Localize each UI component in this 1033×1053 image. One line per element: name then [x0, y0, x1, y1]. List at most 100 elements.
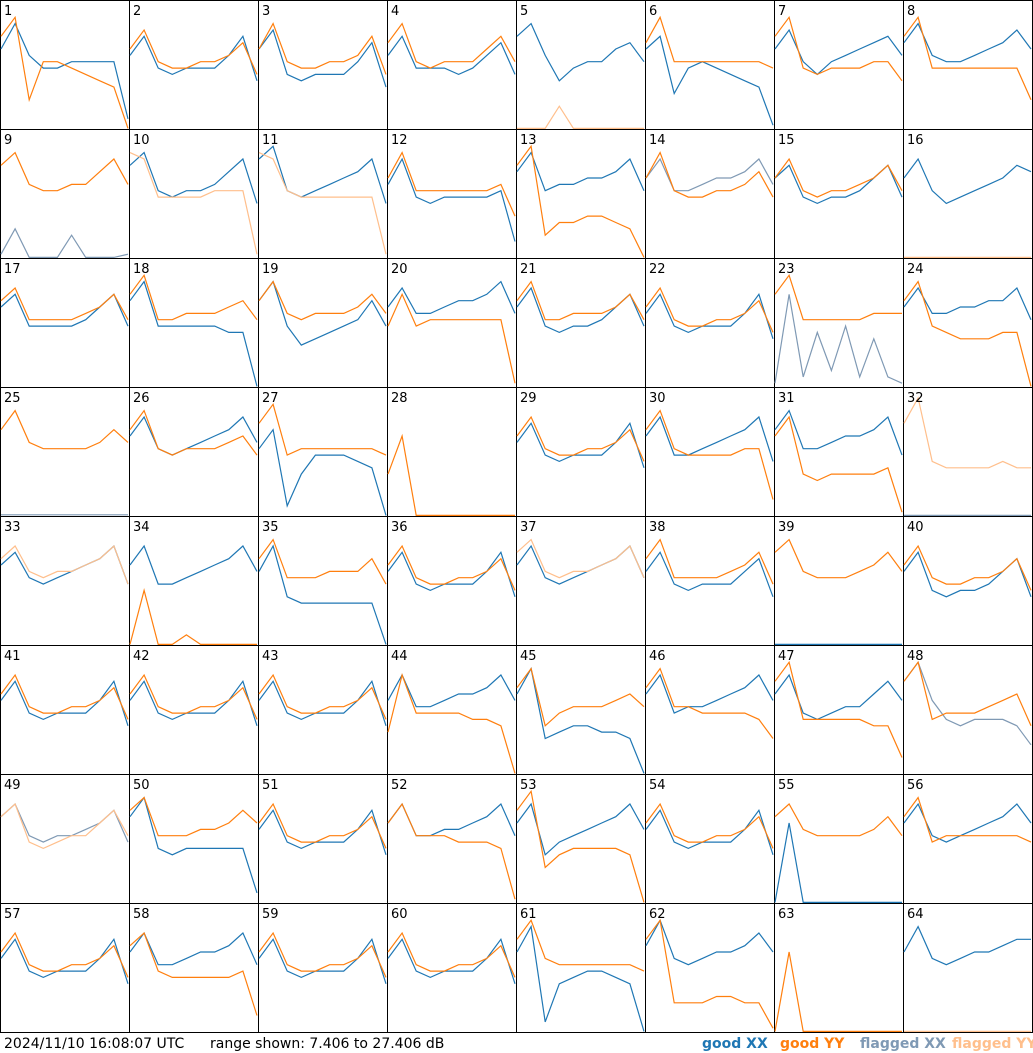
panel-label: 5 — [520, 4, 528, 19]
spectrum-line — [774, 822, 902, 903]
spectrum-line — [129, 28, 258, 75]
panel-label: 8 — [907, 4, 915, 19]
panel: 35 — [258, 516, 388, 646]
spectrum-line — [129, 274, 258, 321]
spectrum-line — [903, 660, 1032, 727]
panel-frame — [903, 903, 1033, 1033]
panel: 33 — [0, 516, 130, 646]
spectrum-line — [387, 280, 516, 314]
panel: 19 — [258, 258, 388, 388]
spectrum-line — [129, 931, 258, 1016]
panel: 15 — [774, 129, 904, 259]
spectrum-line — [903, 396, 1031, 469]
spectrum-line — [903, 15, 1032, 101]
spectrum-line — [129, 588, 257, 645]
panel-label: 50 — [133, 778, 150, 793]
panel-frame — [258, 903, 388, 1033]
panel: 63 — [774, 903, 904, 1033]
spectrum-line — [774, 415, 903, 513]
panel-label: 40 — [907, 520, 924, 535]
panel: 32 — [903, 387, 1033, 517]
panel: 25 — [0, 387, 130, 517]
spectrum-line — [903, 796, 1032, 843]
panel-frame — [774, 0, 904, 130]
panel-label: 44 — [391, 649, 408, 664]
spectrum-line — [516, 924, 645, 1032]
panel-label: 25 — [4, 391, 21, 406]
panel: 12 — [387, 129, 517, 259]
panel-label: 27 — [262, 391, 279, 406]
panel: 55 — [774, 774, 904, 904]
panel-frame — [387, 387, 517, 517]
spectrum-line — [903, 280, 1032, 387]
panel-frame — [903, 258, 1033, 388]
spectrum-line — [0, 679, 129, 726]
spectrum-line — [387, 673, 516, 708]
panel-frame — [774, 516, 904, 646]
panel-label: 48 — [907, 649, 924, 664]
legend-entry: flagged YY — [952, 1036, 1033, 1052]
panel: 8 — [903, 0, 1033, 130]
spectrum-line — [129, 280, 258, 387]
panel-label: 30 — [649, 391, 666, 406]
spectrum-line — [774, 28, 903, 76]
spectrum-line — [774, 538, 903, 579]
spectrum-line — [516, 144, 645, 258]
spectrum-line — [774, 951, 902, 1032]
spectrum-line — [129, 34, 258, 81]
panel-label: 22 — [649, 262, 666, 277]
panel-label: 59 — [262, 907, 279, 922]
spectrum-line — [903, 661, 1032, 746]
spectrum-line — [258, 544, 387, 645]
panel: 44 — [387, 645, 517, 775]
panel-label: 10 — [133, 133, 150, 148]
panel-frame — [774, 774, 904, 904]
panel-label: 43 — [262, 649, 279, 664]
panel-label: 35 — [262, 520, 279, 535]
spectrum-line — [645, 151, 774, 198]
spectrum-line — [903, 286, 1032, 320]
panel-label: 60 — [391, 907, 408, 922]
spectrum-line — [774, 274, 902, 321]
panel-frame — [129, 903, 259, 1033]
spectrum-line — [0, 931, 129, 978]
panel-label: 19 — [262, 262, 279, 277]
panel-frame — [903, 774, 1033, 904]
panel: 7 — [774, 0, 904, 130]
panel: 36 — [387, 516, 517, 646]
spectrum-line — [774, 15, 903, 82]
panel: 31 — [774, 387, 904, 517]
panel-label: 33 — [4, 520, 21, 535]
panel-label: 3 — [262, 4, 270, 19]
spectrum-line — [387, 22, 516, 69]
panel-label: 49 — [4, 778, 21, 793]
panel-label: 13 — [520, 133, 537, 148]
spectrum-line — [258, 280, 387, 346]
spectrum-line — [129, 679, 258, 726]
panel-frame — [129, 516, 259, 646]
panel: 27 — [258, 387, 388, 517]
panel: 62 — [645, 903, 775, 1033]
spectrum-line — [258, 931, 387, 978]
spectrum-line — [258, 280, 387, 321]
panel-frame — [774, 258, 904, 388]
panel: 13 — [516, 129, 646, 259]
spectrum-line — [0, 227, 129, 258]
spectrum-line — [645, 15, 774, 69]
panel: 48 — [903, 645, 1033, 775]
legend-entry: good XX — [702, 1036, 768, 1052]
panel-frame — [0, 129, 130, 259]
panel-frame — [516, 645, 646, 775]
panel-frame — [258, 387, 388, 517]
spectrum-line — [903, 22, 1032, 63]
panel-label: 7 — [778, 4, 786, 19]
panel-label: 63 — [778, 907, 795, 922]
panel: 59 — [258, 903, 388, 1033]
spectrum-line — [645, 409, 774, 500]
panel: 45 — [516, 645, 646, 775]
panel-label: 52 — [391, 778, 408, 793]
spectrum-line — [645, 673, 774, 714]
spectrum-line — [258, 808, 387, 855]
panel: 50 — [129, 774, 259, 904]
spectrum-line — [129, 151, 258, 204]
